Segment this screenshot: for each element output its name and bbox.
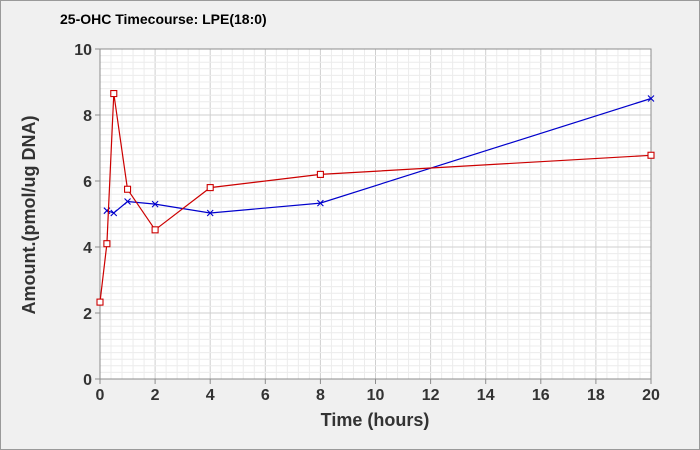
x-tick-label: 2 (151, 387, 160, 404)
series-1 (103, 95, 655, 217)
data-point-square-marker (206, 184, 214, 192)
data-point-x-marker (317, 199, 324, 207)
x-tick-label: 0 (96, 387, 105, 404)
series-2-line (99, 93, 652, 303)
data-point-x-marker (206, 209, 214, 217)
x-marker-stroke (647, 95, 655, 102)
axis-ticks: 0 2 4 6 8 10 12 14 16 18 20 0 2 4 6 8 10 (74, 42, 660, 404)
data-point-square-marker (110, 90, 118, 98)
x-marker-stroke (124, 198, 131, 205)
x-tick-label: 6 (261, 387, 270, 404)
x-tick-label: 16 (532, 387, 550, 404)
data-point-x-marker (110, 209, 118, 217)
x-axis-label: Time (hours) (321, 410, 430, 430)
x-tick-label: 20 (642, 387, 660, 404)
data-point-x-marker (124, 198, 131, 205)
y-tick-label: 0 (83, 372, 92, 389)
x-tick-label: 12 (422, 387, 440, 404)
y-tick-label: 2 (83, 306, 92, 323)
data-point-square-marker (96, 298, 104, 306)
y-tick-label: 4 (83, 240, 92, 257)
x-tick-label: 4 (206, 387, 215, 404)
data-point-square-marker (647, 151, 655, 159)
x-tick-label: 14 (477, 387, 495, 404)
data-point-square-marker (103, 240, 111, 248)
series-2 (96, 90, 655, 306)
data-point-square-marker (124, 185, 132, 193)
chart-title: 25-OHC Timecourse: LPE(18:0) (60, 11, 267, 27)
data-point-square-marker (316, 170, 324, 178)
x-marker-stroke (151, 200, 159, 208)
y-tick-label: 6 (83, 174, 92, 191)
data-point-square-marker (151, 226, 159, 234)
x-tick-label: 10 (367, 387, 385, 404)
grid (99, 48, 652, 380)
x-tick-label: 8 (316, 387, 325, 404)
series-group (96, 90, 655, 306)
x-marker-stroke (206, 209, 214, 217)
x-marker-stroke (110, 209, 118, 217)
y-axis-label: Amount.(pmol/ug DNA) (19, 116, 39, 315)
data-point-x-marker (647, 95, 655, 102)
y-tick-label: 10 (74, 42, 92, 59)
x-tick-label: 18 (587, 387, 605, 404)
x-marker-stroke (317, 199, 324, 207)
y-tick-label: 8 (83, 108, 92, 125)
data-point-x-marker (151, 200, 159, 208)
